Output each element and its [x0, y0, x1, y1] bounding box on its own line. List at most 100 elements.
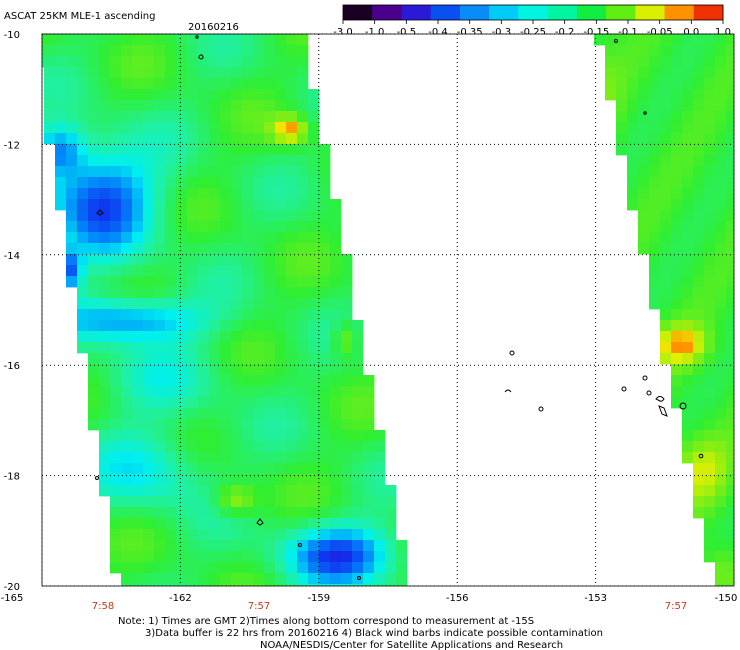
swath-cell	[693, 144, 705, 156]
swath-cell	[275, 331, 287, 343]
swath-cell	[330, 221, 342, 233]
swath-cell	[671, 67, 683, 79]
swath-cell	[264, 320, 276, 332]
swath-cell	[143, 573, 155, 585]
swath-cell	[231, 243, 243, 255]
swath-cell	[121, 221, 133, 233]
swath-cell	[286, 320, 298, 332]
swath-cell	[143, 188, 155, 200]
swath-cell	[187, 34, 199, 46]
swath-cell	[154, 111, 166, 123]
swath-cell	[649, 56, 661, 68]
swath-cell	[165, 529, 177, 541]
swath-cell	[165, 397, 177, 409]
swath-cell	[308, 100, 320, 112]
swath-cell	[363, 529, 375, 541]
swath-cell	[253, 441, 265, 453]
swath-cell	[143, 298, 155, 310]
swath-cell	[286, 34, 298, 46]
swath-cell	[209, 89, 221, 101]
swath-cell	[231, 474, 243, 486]
swath-cell	[99, 111, 111, 123]
swath-cell	[165, 375, 177, 387]
swath-cell	[143, 287, 155, 299]
swath-cell	[132, 342, 144, 354]
swath-cell	[693, 463, 705, 475]
swath-cell	[253, 111, 265, 123]
swath-cell	[209, 397, 221, 409]
swath-cell	[264, 364, 276, 376]
swath-cell	[726, 199, 734, 211]
swath-cell	[286, 386, 298, 398]
swath-cell	[242, 485, 254, 497]
swath-cell	[319, 551, 331, 563]
swath-cell	[726, 496, 734, 508]
swath-cell	[110, 276, 122, 288]
swath-cell	[352, 320, 364, 332]
swath-cell	[385, 584, 397, 586]
swath-cell	[671, 34, 683, 46]
swath-cell	[330, 540, 342, 552]
swath-cell	[649, 34, 661, 46]
swath-cell	[682, 298, 694, 310]
swath-cell	[275, 584, 287, 586]
swath-cell	[187, 430, 199, 442]
swath-cell	[187, 166, 199, 178]
swath-cell	[704, 474, 716, 486]
swath-cell	[715, 78, 727, 90]
swath-cell	[154, 188, 166, 200]
swath-cell	[693, 309, 705, 321]
swath-cell	[165, 551, 177, 563]
swath-cell	[726, 243, 734, 255]
swath-cell	[198, 67, 210, 79]
swath-cell	[308, 243, 320, 255]
swath-cell	[308, 342, 320, 354]
swath-cell	[154, 210, 166, 222]
swath-cell	[627, 188, 639, 200]
lon-tick-label: -156	[446, 593, 469, 604]
swath-cell	[693, 276, 705, 288]
swath-cell	[220, 56, 232, 68]
swath-cell	[220, 419, 232, 431]
swath-cell	[253, 199, 265, 211]
swath-cell	[165, 221, 177, 233]
swath-cell	[176, 375, 188, 387]
swath-cell	[88, 133, 100, 145]
swath-cell	[187, 463, 199, 475]
swath-cell	[121, 309, 133, 321]
swath-cell	[198, 408, 210, 420]
swath-cell	[165, 342, 177, 354]
swath-cell	[220, 529, 232, 541]
swath-cell	[341, 529, 353, 541]
swath-cell	[264, 188, 276, 200]
swath-cell	[715, 199, 727, 211]
swath-cell	[693, 232, 705, 244]
swath-cell	[264, 430, 276, 442]
swath-cell	[352, 529, 364, 541]
swath-cell	[363, 584, 375, 586]
swath-cell	[330, 496, 342, 508]
swath-cell	[154, 144, 166, 156]
swath-cell	[198, 298, 210, 310]
swath-cell	[121, 397, 133, 409]
swath-cell	[154, 518, 166, 530]
swath-cell	[693, 331, 705, 343]
swath-cell	[286, 56, 298, 68]
swath-cell	[649, 188, 661, 200]
swath-cell	[132, 166, 144, 178]
swath-cell	[187, 507, 199, 519]
swath-cell	[319, 452, 331, 464]
swath-cell	[110, 342, 122, 354]
swath-cell	[55, 133, 67, 145]
swath-cell	[176, 474, 188, 486]
swath-cell	[649, 122, 661, 134]
swath-cell	[726, 100, 734, 112]
swath-cell	[242, 375, 254, 387]
swath-cell	[110, 221, 122, 233]
swath-cell	[220, 397, 232, 409]
swath-cell	[253, 584, 265, 586]
swath-cell	[242, 265, 254, 277]
swath-cell	[143, 276, 155, 288]
swath-cell	[715, 408, 727, 420]
swath-cell	[330, 210, 342, 222]
